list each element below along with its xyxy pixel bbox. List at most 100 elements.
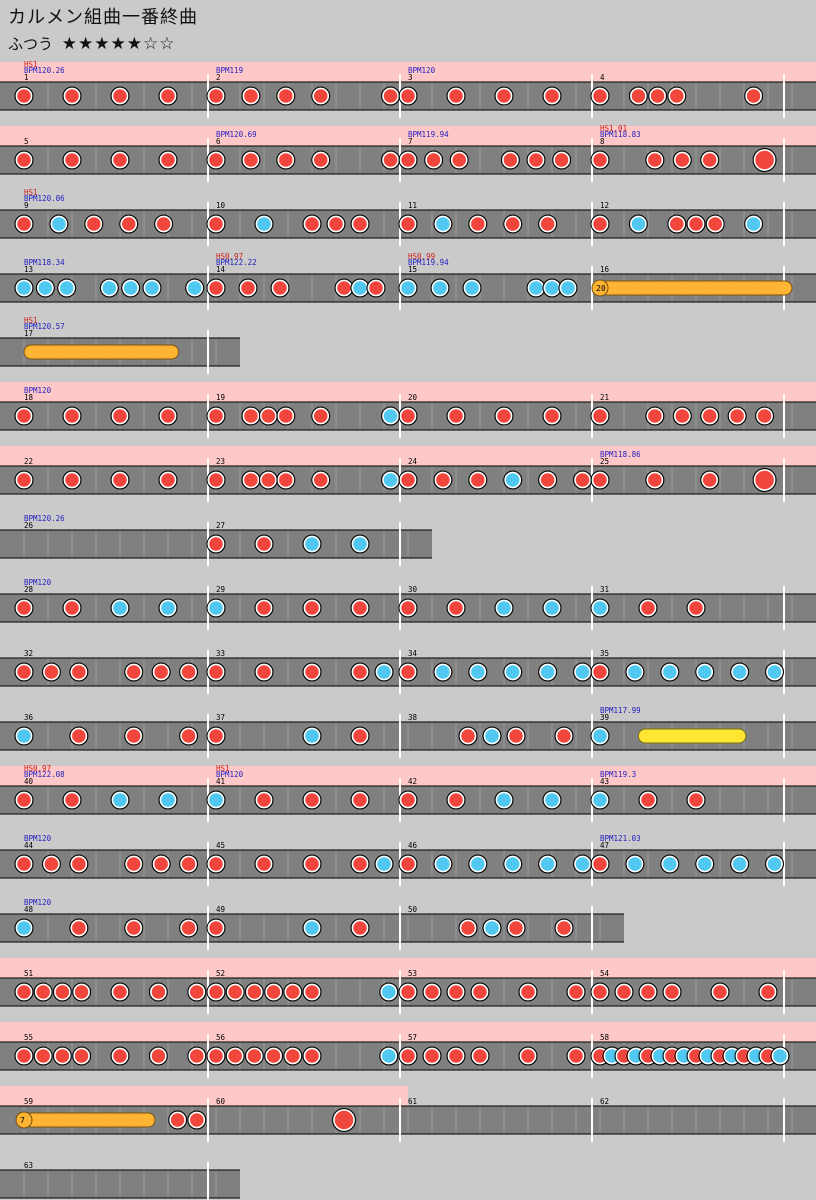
ka-note bbox=[559, 279, 577, 297]
note-outline bbox=[14, 86, 34, 106]
note-outline bbox=[206, 918, 226, 938]
note-outline bbox=[518, 1046, 538, 1066]
don-note bbox=[646, 151, 664, 169]
ka-note bbox=[399, 279, 417, 297]
note-outline bbox=[628, 214, 648, 234]
note-outline bbox=[206, 86, 226, 106]
don-note bbox=[543, 87, 561, 105]
note-outline bbox=[283, 1046, 303, 1066]
don-note bbox=[277, 151, 295, 169]
ka-note bbox=[731, 663, 748, 681]
ka-note bbox=[630, 215, 647, 233]
don-note bbox=[434, 471, 452, 489]
note-outline bbox=[667, 86, 687, 106]
note-outline bbox=[470, 1046, 490, 1066]
don-note bbox=[351, 791, 369, 809]
don-note bbox=[399, 791, 417, 809]
note-outline bbox=[398, 86, 418, 106]
note-outline bbox=[244, 1046, 264, 1066]
ka-note bbox=[469, 663, 487, 681]
note-outline bbox=[398, 598, 418, 618]
don-note bbox=[527, 151, 545, 169]
note-outline bbox=[526, 150, 546, 170]
note-outline bbox=[482, 726, 502, 746]
don-note bbox=[495, 407, 513, 425]
bpm-label: BPM120 bbox=[408, 66, 436, 75]
don-note bbox=[469, 471, 487, 489]
note-outline bbox=[730, 854, 750, 874]
don-note bbox=[399, 215, 417, 233]
note-outline bbox=[379, 982, 399, 1002]
measure-number: 19 bbox=[216, 393, 225, 402]
measure-number: 59 bbox=[24, 1097, 33, 1106]
note-outline bbox=[494, 598, 514, 618]
note-outline bbox=[350, 214, 370, 234]
don-note bbox=[351, 727, 369, 745]
bpm-label: BPM120 bbox=[216, 770, 244, 779]
scroll-speed-label: HS1 bbox=[24, 188, 38, 197]
measure-number: 18 bbox=[24, 393, 34, 402]
note-outline bbox=[590, 662, 610, 682]
note-outline bbox=[121, 278, 141, 298]
don-note bbox=[450, 151, 468, 169]
don-note bbox=[701, 471, 718, 489]
measure-number: 7 bbox=[408, 137, 413, 146]
note-outline bbox=[433, 214, 453, 234]
ka-note bbox=[591, 727, 609, 745]
measure-number: 44 bbox=[24, 841, 34, 850]
note-outline bbox=[14, 790, 34, 810]
don-note bbox=[447, 407, 465, 425]
note-outline bbox=[433, 662, 453, 682]
note-outline bbox=[381, 86, 401, 106]
bpm-label: BPM120 bbox=[24, 834, 52, 843]
note-outline bbox=[14, 598, 34, 618]
don-note bbox=[399, 983, 417, 1001]
bpm-label: BPM119 bbox=[216, 66, 243, 75]
don-note bbox=[207, 1047, 225, 1065]
note-outline bbox=[398, 470, 418, 490]
note-outline bbox=[554, 726, 574, 746]
note-outline bbox=[482, 918, 502, 938]
note-outline bbox=[350, 790, 370, 810]
note-outline bbox=[590, 598, 610, 618]
don-note bbox=[663, 983, 681, 1001]
note-outline bbox=[302, 726, 322, 746]
note-outline bbox=[422, 982, 442, 1002]
don-note bbox=[111, 983, 129, 1001]
don-note bbox=[63, 791, 81, 809]
don-note bbox=[125, 663, 142, 681]
don-note bbox=[277, 407, 295, 425]
note-outline bbox=[744, 214, 764, 234]
don-note bbox=[382, 151, 399, 169]
don-note bbox=[255, 791, 273, 809]
don-note bbox=[207, 983, 225, 1001]
big-don-note bbox=[753, 469, 776, 491]
ka-note bbox=[159, 791, 177, 809]
note-outline bbox=[110, 598, 130, 618]
note-outline bbox=[494, 86, 514, 106]
ka-note bbox=[380, 1047, 398, 1065]
note-outline bbox=[494, 406, 514, 426]
note-outline bbox=[52, 1046, 72, 1066]
note-outline bbox=[302, 598, 322, 618]
measure-number: 52 bbox=[216, 969, 225, 978]
don-note bbox=[188, 1047, 206, 1065]
measure-number: 49 bbox=[216, 905, 225, 914]
note-outline bbox=[158, 598, 178, 618]
note-outline bbox=[206, 662, 226, 682]
note-outline bbox=[350, 534, 370, 554]
don-note bbox=[70, 919, 88, 937]
bpm-label: BPM118.86 bbox=[600, 450, 641, 459]
note-outline bbox=[238, 278, 258, 298]
note-outline bbox=[710, 982, 730, 1002]
note-outline bbox=[124, 662, 144, 682]
don-note bbox=[63, 151, 81, 169]
note-outline bbox=[506, 726, 526, 746]
don-note bbox=[303, 599, 321, 617]
don-note bbox=[423, 1047, 441, 1065]
note-outline bbox=[468, 214, 488, 234]
note-outline bbox=[398, 150, 418, 170]
don-note bbox=[159, 471, 177, 489]
measure-number: 35 bbox=[600, 649, 609, 658]
